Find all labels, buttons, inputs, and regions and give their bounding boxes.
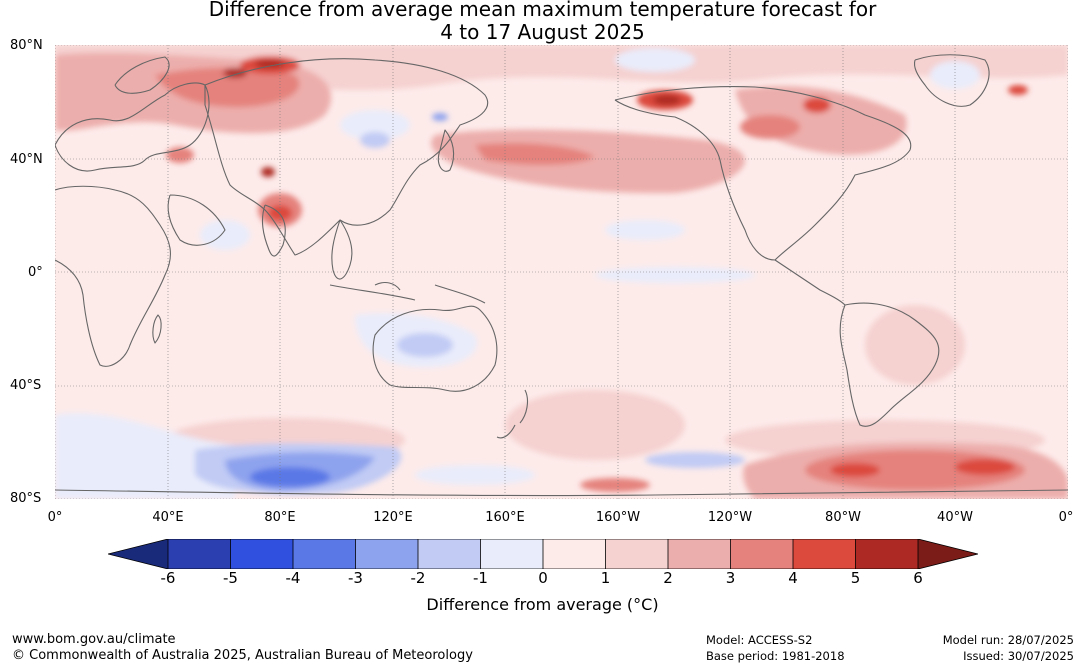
footer-base-period: Base period: 1981-2018 (706, 649, 845, 663)
colorbar-seg-m4-m3 (293, 539, 356, 569)
colorbar-tick: -4 (285, 569, 301, 587)
footer-model-run: Model run: 28/07/2025 (942, 633, 1074, 647)
lat-label-80n: 80°N (10, 38, 43, 53)
colorbar-tick: 5 (850, 569, 861, 587)
lon-label-40w: 40°W (937, 510, 973, 525)
footer-copyright: © Commonwealth of Australia 2025, Austra… (12, 648, 473, 663)
footer-model: Model: ACCESS-S2 (706, 633, 813, 647)
gridlines (55, 45, 1068, 499)
colorbar-tick: -6 (160, 569, 176, 587)
colorbar-tick: -5 (223, 569, 238, 587)
colorbar-tick: 1 (600, 569, 611, 587)
lon-label-0: 0° (47, 510, 63, 525)
lat-label-80s: 80°S (10, 491, 42, 506)
colorbar-seg-m2-m1 (418, 539, 481, 569)
colorbar-seg-m3-m2 (355, 539, 418, 569)
colorbar-tick: -1 (473, 569, 488, 587)
colorbar-tick: -2 (410, 569, 426, 587)
lon-label-40e: 40°E (152, 510, 184, 525)
colorbar-tick: -3 (348, 569, 363, 587)
colorbar-seg-m1-0 (480, 539, 543, 569)
colorbar-tick: 3 (725, 569, 736, 587)
footer-issued: Issued: 30/07/2025 (963, 649, 1074, 663)
lat-label-40s: 40°S (10, 378, 42, 393)
colorbar-tick: 0 (538, 569, 548, 587)
anomaly-shading (55, 45, 1068, 499)
colorbar-label: Difference from average (°C) (426, 595, 659, 614)
colorbar-tick: 6 (913, 569, 923, 587)
title-line-1: Difference from average mean maximum tem… (208, 0, 877, 21)
lon-label-80w: 80°W (825, 510, 861, 525)
lon-label-120e: 120°E (373, 510, 413, 525)
colorbar-seg-m5-m4 (230, 539, 293, 569)
colorbar-seg-4-5 (793, 539, 856, 569)
forecast-map (55, 45, 1068, 499)
colorbar-seg-5-6 (855, 539, 918, 569)
title-line-2: 4 to 17 August 2025 (440, 20, 645, 44)
colorbar-seg-0-1 (543, 539, 606, 569)
colorbar-tick: 2 (663, 569, 673, 587)
colorbar-tick: 4 (788, 569, 798, 587)
lat-label-40n: 40°N (10, 152, 43, 167)
lon-label-160e: 160°E (485, 510, 525, 525)
lon-label-80e: 80°E (264, 510, 296, 525)
footer-website: www.bom.gov.au/climate (12, 632, 176, 647)
lon-label-160w: 160°W (595, 510, 641, 525)
coastlines (55, 54, 1068, 497)
colorbar (108, 539, 978, 569)
colorbar-seg-3-4 (730, 539, 793, 569)
colorbar-min-arrow (108, 539, 168, 569)
colorbar-seg-1-2 (605, 539, 668, 569)
lon-label-120w: 120°W (707, 510, 753, 525)
lat-label-0: 0° (28, 265, 43, 280)
colorbar-seg-m6-m5 (168, 539, 231, 569)
colorbar-seg-2-3 (668, 539, 731, 569)
map-title: Difference from average mean maximum tem… (0, 0, 1085, 44)
colorbar-max-arrow (918, 539, 978, 569)
lon-label-0-right: 0° (1058, 510, 1074, 525)
